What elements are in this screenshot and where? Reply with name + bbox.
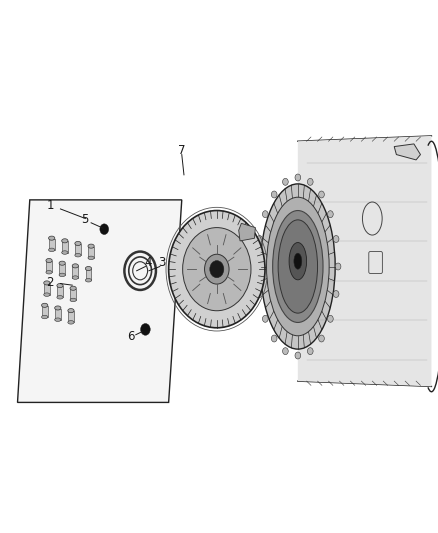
Polygon shape — [55, 309, 60, 320]
Ellipse shape — [57, 284, 63, 288]
Ellipse shape — [57, 295, 63, 299]
Polygon shape — [70, 289, 76, 300]
Polygon shape — [62, 241, 67, 253]
Ellipse shape — [62, 251, 68, 254]
Ellipse shape — [257, 236, 262, 243]
Ellipse shape — [261, 184, 335, 349]
Polygon shape — [49, 239, 54, 250]
Ellipse shape — [289, 243, 307, 280]
Ellipse shape — [49, 236, 55, 240]
Ellipse shape — [72, 276, 78, 279]
Ellipse shape — [46, 271, 52, 274]
Text: 2: 2 — [46, 276, 54, 289]
Polygon shape — [88, 247, 94, 258]
Ellipse shape — [62, 239, 68, 243]
Ellipse shape — [72, 264, 78, 268]
Ellipse shape — [68, 320, 74, 324]
Ellipse shape — [88, 256, 94, 260]
Text: 5: 5 — [81, 213, 88, 226]
Ellipse shape — [333, 290, 339, 297]
Ellipse shape — [272, 191, 277, 198]
Ellipse shape — [262, 211, 268, 217]
Ellipse shape — [283, 179, 288, 185]
Ellipse shape — [266, 197, 329, 336]
Ellipse shape — [44, 281, 50, 285]
Polygon shape — [72, 266, 78, 278]
Ellipse shape — [42, 315, 48, 319]
Ellipse shape — [278, 220, 318, 313]
Ellipse shape — [262, 316, 268, 322]
Polygon shape — [394, 144, 420, 160]
Polygon shape — [18, 200, 182, 402]
Ellipse shape — [307, 348, 313, 354]
Ellipse shape — [272, 335, 277, 342]
Polygon shape — [298, 136, 431, 386]
Ellipse shape — [49, 248, 55, 252]
Ellipse shape — [59, 261, 65, 265]
Circle shape — [183, 228, 251, 311]
Ellipse shape — [75, 241, 81, 246]
Ellipse shape — [85, 266, 92, 271]
Circle shape — [210, 261, 224, 278]
Polygon shape — [86, 269, 92, 280]
Ellipse shape — [328, 316, 333, 322]
Text: 1: 1 — [46, 199, 54, 212]
Text: 6: 6 — [127, 330, 134, 343]
Ellipse shape — [55, 306, 61, 310]
Ellipse shape — [294, 253, 302, 269]
Ellipse shape — [85, 278, 92, 282]
Ellipse shape — [318, 335, 324, 342]
Circle shape — [141, 324, 150, 335]
Ellipse shape — [333, 236, 339, 243]
Ellipse shape — [70, 286, 76, 290]
Ellipse shape — [328, 211, 333, 217]
Ellipse shape — [272, 211, 323, 322]
Text: 7: 7 — [178, 144, 186, 157]
Circle shape — [100, 224, 109, 235]
Polygon shape — [46, 261, 52, 272]
Polygon shape — [42, 306, 47, 317]
Ellipse shape — [295, 352, 300, 359]
Ellipse shape — [295, 174, 300, 181]
Polygon shape — [75, 244, 81, 255]
Text: 3: 3 — [159, 256, 166, 269]
Ellipse shape — [255, 263, 261, 270]
Polygon shape — [239, 223, 255, 241]
Ellipse shape — [55, 318, 61, 321]
Text: 4: 4 — [144, 256, 152, 269]
Ellipse shape — [283, 348, 288, 354]
Ellipse shape — [70, 298, 76, 302]
Polygon shape — [68, 311, 74, 322]
Ellipse shape — [318, 191, 324, 198]
Ellipse shape — [44, 293, 50, 296]
Circle shape — [169, 211, 265, 328]
Circle shape — [205, 254, 229, 284]
Ellipse shape — [59, 273, 65, 277]
Ellipse shape — [257, 290, 262, 297]
Ellipse shape — [307, 179, 313, 185]
Polygon shape — [59, 264, 65, 275]
Ellipse shape — [335, 263, 341, 270]
Polygon shape — [57, 286, 63, 297]
Ellipse shape — [46, 259, 52, 263]
Ellipse shape — [88, 244, 94, 248]
Ellipse shape — [75, 254, 81, 257]
Polygon shape — [44, 284, 49, 295]
Ellipse shape — [42, 303, 48, 308]
Ellipse shape — [68, 309, 74, 313]
